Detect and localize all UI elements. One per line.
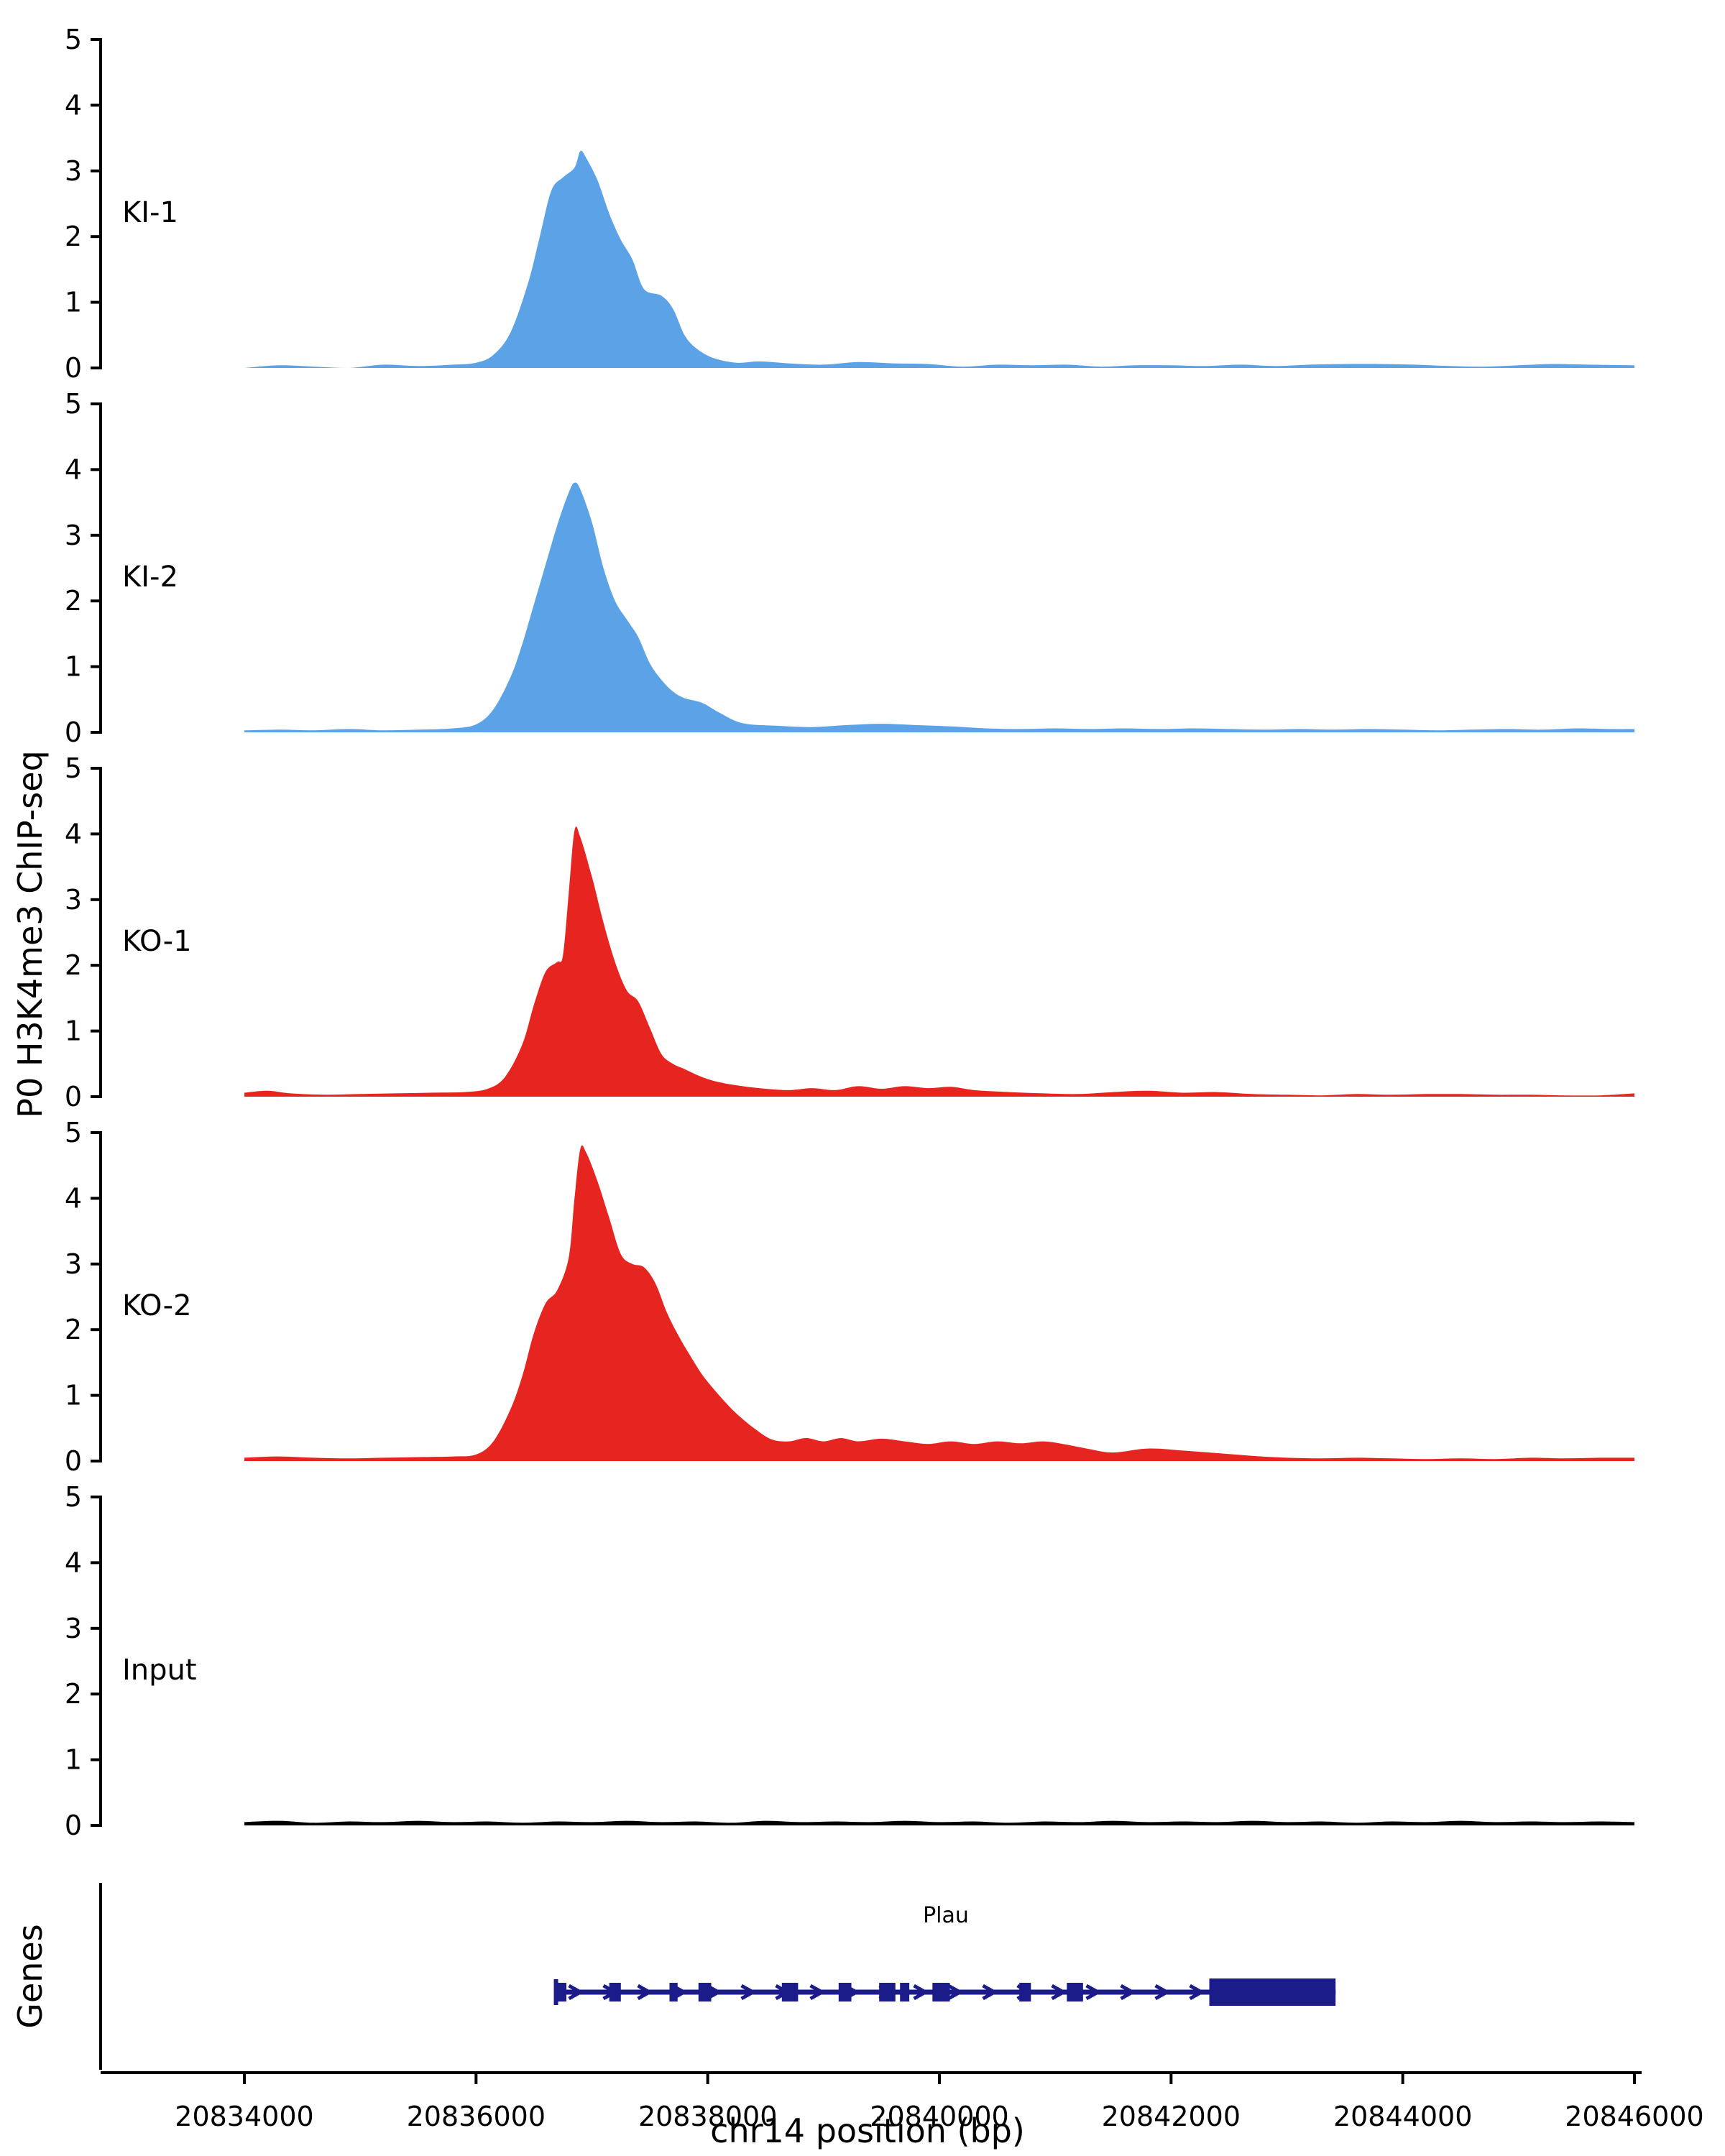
y-tick-label: 2 bbox=[65, 949, 82, 981]
y-tick-label: 4 bbox=[65, 453, 82, 485]
y-tick-label: 0 bbox=[65, 1810, 82, 1841]
strand-arrow-icon bbox=[1085, 1984, 1102, 2001]
y-tick-label: 4 bbox=[65, 818, 82, 849]
y-tick-label: 2 bbox=[65, 1678, 82, 1710]
exon bbox=[1019, 1983, 1031, 2001]
gene-model-plau bbox=[553, 1978, 1336, 2006]
track-label-ki-1: KI-1 bbox=[122, 196, 178, 229]
track-label-ko-1: KO-1 bbox=[122, 925, 192, 958]
y-tick-label: 3 bbox=[65, 1613, 82, 1644]
strand-arrow-icon bbox=[740, 1984, 757, 2001]
exon bbox=[669, 1983, 678, 2001]
track-panel-ko-1: 0 1 2 3 4 5 bbox=[65, 752, 1634, 1112]
exon bbox=[698, 1983, 712, 2001]
strand-arrow-icon bbox=[1154, 1984, 1171, 2001]
y-tick-label: 4 bbox=[65, 1547, 82, 1578]
track-panel-input: 0 1 2 3 4 5 bbox=[65, 1481, 1634, 1841]
terminal-exon bbox=[1209, 1978, 1336, 2006]
exon bbox=[900, 1983, 910, 2001]
x-tick-label: 20838000 bbox=[638, 2101, 777, 2132]
genes-panel bbox=[99, 1883, 1336, 2070]
signal-area-ko-2 bbox=[244, 1145, 1634, 1461]
y-axis-label: P0 H3K4me3 ChIP-seq bbox=[11, 750, 50, 1118]
x-tick-label: 20846000 bbox=[1565, 2101, 1703, 2132]
y-tick-label: 0 bbox=[65, 1445, 82, 1477]
x-tick-label: 20840000 bbox=[870, 2101, 1008, 2132]
exon bbox=[838, 1983, 852, 2001]
gene-name-label: Plau bbox=[923, 1903, 969, 1928]
track-panel-ko-2: 0 1 2 3 4 5 bbox=[65, 1117, 1634, 1477]
strand-arrow-icon bbox=[568, 1984, 584, 2001]
track-label-input: Input bbox=[122, 1654, 197, 1687]
strand-arrow-icon bbox=[1120, 1984, 1136, 2001]
y-tick-label: 3 bbox=[65, 884, 82, 916]
exon bbox=[556, 1983, 567, 2001]
strand-arrow-icon bbox=[1189, 1984, 1205, 2001]
y-tick-label: 0 bbox=[65, 717, 82, 748]
y-tick-label: 5 bbox=[65, 388, 82, 420]
strand-arrow-icon bbox=[1051, 1984, 1067, 2001]
track-panel-ki-1: 0 1 2 3 4 5 bbox=[65, 24, 1634, 384]
y-tick-label: 3 bbox=[65, 155, 82, 187]
y-tick-label: 1 bbox=[65, 287, 82, 318]
y-tick-label: 3 bbox=[65, 1248, 82, 1280]
track-label-ko-2: KO-2 bbox=[122, 1289, 192, 1322]
y-tick-label: 5 bbox=[65, 752, 82, 784]
x-tick-label: 20842000 bbox=[1102, 2101, 1241, 2132]
exon bbox=[609, 1983, 621, 2001]
y-tick-label: 2 bbox=[65, 1314, 82, 1345]
x-tick-label: 20836000 bbox=[407, 2101, 546, 2132]
y-tick-label: 3 bbox=[65, 520, 82, 551]
signal-area-ki-2 bbox=[244, 482, 1634, 732]
strand-arrow-icon bbox=[637, 1984, 653, 2001]
genes-panel-label: Genes bbox=[11, 1924, 50, 2029]
track-panel-ki-2: 0 1 2 3 4 5 bbox=[65, 388, 1634, 748]
x-tick-label: 20834000 bbox=[175, 2101, 313, 2132]
signal-area-ko-1 bbox=[244, 826, 1634, 1097]
signal-area-input bbox=[244, 1820, 1634, 1825]
y-tick-label: 4 bbox=[65, 1182, 82, 1214]
x-axis: 20834000 20836000 20838000 20840000 20842000… bbox=[101, 2071, 1704, 2132]
y-tick-label: 5 bbox=[65, 1481, 82, 1513]
y-tick-label: 1 bbox=[65, 1744, 82, 1776]
strand-arrow-icon bbox=[913, 1984, 929, 2001]
strand-arrow-icon bbox=[947, 1984, 964, 2001]
strand-arrow-icon bbox=[809, 1984, 826, 2001]
y-tick-label: 5 bbox=[65, 24, 82, 55]
track-label-ki-2: KI-2 bbox=[122, 561, 178, 594]
signal-area-ki-1 bbox=[244, 150, 1634, 368]
y-tick-label: 2 bbox=[65, 585, 82, 617]
exon bbox=[879, 1983, 896, 2001]
exon bbox=[781, 1983, 799, 2001]
y-tick-label: 2 bbox=[65, 221, 82, 252]
y-tick-label: 0 bbox=[65, 352, 82, 384]
y-tick-label: 0 bbox=[65, 1081, 82, 1112]
exon bbox=[932, 1983, 950, 2001]
exon bbox=[1067, 1983, 1083, 2001]
strand-arrow-icon bbox=[982, 1984, 998, 2001]
y-tick-label: 5 bbox=[65, 1117, 82, 1148]
y-tick-label: 1 bbox=[65, 651, 82, 683]
x-tick-label: 20844000 bbox=[1333, 2101, 1472, 2132]
y-tick-label: 1 bbox=[65, 1015, 82, 1047]
y-tick-label: 4 bbox=[65, 89, 82, 121]
y-tick-label: 1 bbox=[65, 1380, 82, 1411]
x-axis-label: chr14 position (bp) bbox=[710, 2111, 1025, 2150]
